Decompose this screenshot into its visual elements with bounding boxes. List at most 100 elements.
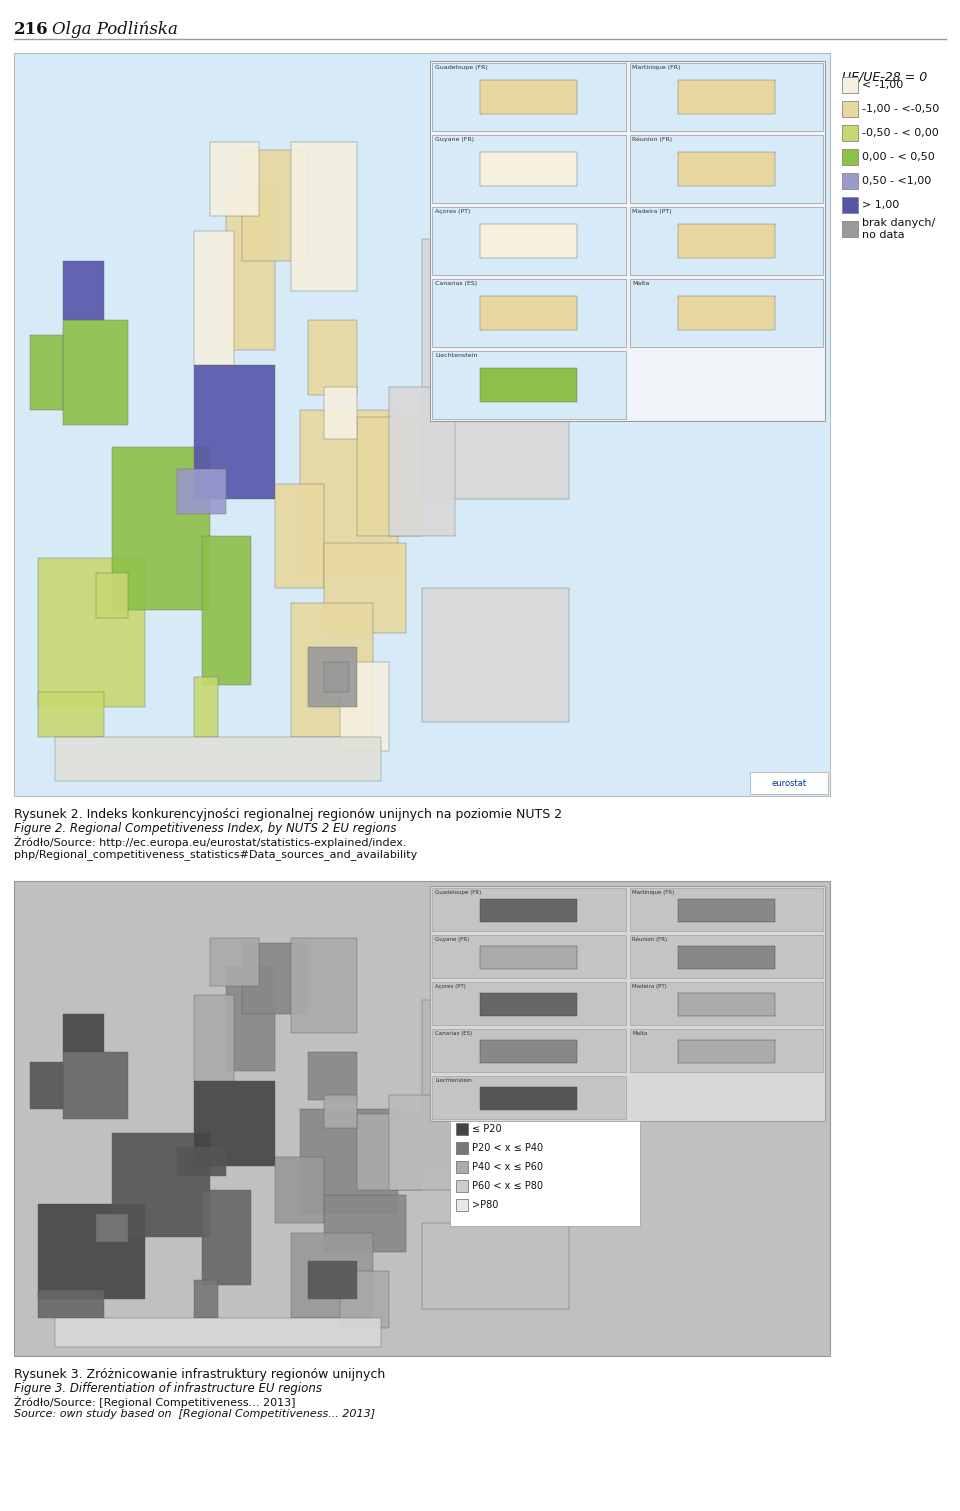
Bar	[842, 150, 858, 165]
Text: Réunion (FR): Réunion (FR)	[633, 138, 673, 142]
Bar	[450, 1121, 640, 1225]
Text: -0,50 - < 0,00: -0,50 - < 0,00	[862, 128, 939, 138]
Text: 0,50 - <1,00: 0,50 - <1,00	[862, 175, 931, 186]
Bar	[38, 1204, 145, 1299]
Text: Guyane (FR): Guyane (FR)	[435, 138, 474, 142]
Bar	[480, 153, 577, 186]
Bar	[341, 1271, 390, 1328]
Bar	[422, 588, 569, 722]
Bar	[480, 296, 577, 329]
Bar	[38, 558, 145, 707]
Bar	[194, 677, 218, 736]
Bar	[842, 101, 858, 116]
Bar	[31, 1062, 63, 1109]
Text: Źródło/Source: http://ec.europa.eu/eurostat/statistics-explained/index.: Źródło/Source: http://ec.europa.eu/euros…	[14, 836, 406, 848]
Text: Guadeloupe (FR): Guadeloupe (FR)	[435, 65, 488, 70]
Text: Malta: Malta	[633, 1031, 648, 1037]
Bar	[422, 1000, 569, 1166]
Bar	[243, 150, 308, 261]
Text: Martinique (FR): Martinique (FR)	[633, 890, 675, 895]
Text: P60 < x ≤ P80: P60 < x ≤ P80	[472, 1182, 543, 1191]
Bar	[630, 134, 823, 202]
Bar	[276, 484, 324, 588]
Text: Réunion (FR): Réunion (FR)	[633, 937, 667, 943]
Bar	[432, 63, 626, 131]
Bar	[324, 387, 357, 440]
Bar	[202, 536, 251, 684]
Bar	[194, 366, 276, 499]
Bar	[422, 239, 569, 499]
Bar	[630, 888, 823, 931]
Bar	[210, 938, 259, 985]
Bar	[324, 662, 348, 692]
Text: 216: 216	[14, 21, 49, 38]
Bar	[432, 207, 626, 275]
Bar	[63, 261, 104, 320]
Bar	[194, 1080, 276, 1166]
Bar	[842, 221, 858, 237]
Bar	[194, 996, 234, 1080]
Bar	[308, 1262, 357, 1299]
Text: >P80: >P80	[472, 1200, 498, 1210]
Text: Malta: Malta	[633, 281, 650, 286]
Bar	[14, 881, 830, 1355]
Bar	[456, 1180, 468, 1192]
Bar	[842, 125, 858, 141]
Bar	[292, 603, 373, 736]
Bar	[422, 1222, 569, 1309]
Text: Guyane (FR): Guyane (FR)	[435, 937, 469, 941]
Text: Źródło/Source: [Regional Competitiveness... 2013]: Źródło/Source: [Regional Competitiveness…	[14, 1396, 296, 1408]
Bar	[678, 153, 775, 186]
Bar	[480, 899, 577, 922]
Bar	[480, 369, 577, 402]
Bar	[750, 772, 828, 793]
Bar	[456, 1123, 468, 1135]
Text: Rysunek 2. Indeks konkurencyjności regionalnej regionów unijnych na poziomie NUT: Rysunek 2. Indeks konkurencyjności regio…	[14, 808, 563, 820]
Bar	[63, 1052, 129, 1118]
Text: Rysunek 3. Zróżnicowanie infrastruktury regionów unijnych: Rysunek 3. Zróżnicowanie infrastruktury …	[14, 1367, 385, 1381]
Text: Figure 3. Differentiation of infrastructure EU regions: Figure 3. Differentiation of infrastruct…	[14, 1383, 322, 1395]
Bar	[842, 77, 858, 94]
Bar	[432, 1029, 626, 1071]
Bar	[480, 1040, 577, 1064]
Bar	[432, 280, 626, 348]
Bar	[112, 1133, 210, 1238]
Bar	[456, 1160, 468, 1173]
Bar	[178, 468, 227, 514]
Text: > 1,00: > 1,00	[862, 199, 900, 210]
Bar	[178, 1147, 227, 1176]
Bar	[678, 224, 775, 258]
Bar	[38, 1289, 104, 1318]
Text: Liechtenstein: Liechtenstein	[435, 354, 477, 358]
Bar	[432, 134, 626, 202]
Text: P40 < x ≤ P60: P40 < x ≤ P60	[472, 1162, 543, 1173]
Bar	[630, 935, 823, 978]
Bar	[842, 196, 858, 213]
Bar	[14, 53, 830, 796]
Bar	[678, 946, 775, 970]
Text: UE/UE-28 = 0: UE/UE-28 = 0	[842, 71, 927, 85]
Bar	[456, 1200, 468, 1210]
Bar	[308, 647, 357, 707]
Text: Guadeloupe (FR): Guadeloupe (FR)	[435, 890, 481, 895]
Bar	[630, 280, 823, 348]
Bar	[480, 80, 577, 113]
Bar	[276, 1156, 324, 1222]
Bar	[202, 1189, 251, 1284]
Bar	[432, 982, 626, 1024]
Text: Canarias (ES): Canarias (ES)	[435, 281, 477, 286]
Bar	[341, 662, 390, 751]
Bar	[210, 142, 259, 216]
Bar	[227, 967, 276, 1071]
Bar	[630, 207, 823, 275]
Text: P20 < x ≤ P40: P20 < x ≤ P40	[472, 1142, 543, 1153]
Bar	[430, 885, 825, 1121]
Bar	[432, 935, 626, 978]
Bar	[390, 387, 455, 536]
Text: ≤ P20: ≤ P20	[472, 1124, 502, 1133]
Bar	[31, 335, 63, 409]
Bar	[480, 224, 577, 258]
Bar	[630, 982, 823, 1024]
Bar	[227, 187, 276, 351]
Bar	[243, 943, 308, 1014]
